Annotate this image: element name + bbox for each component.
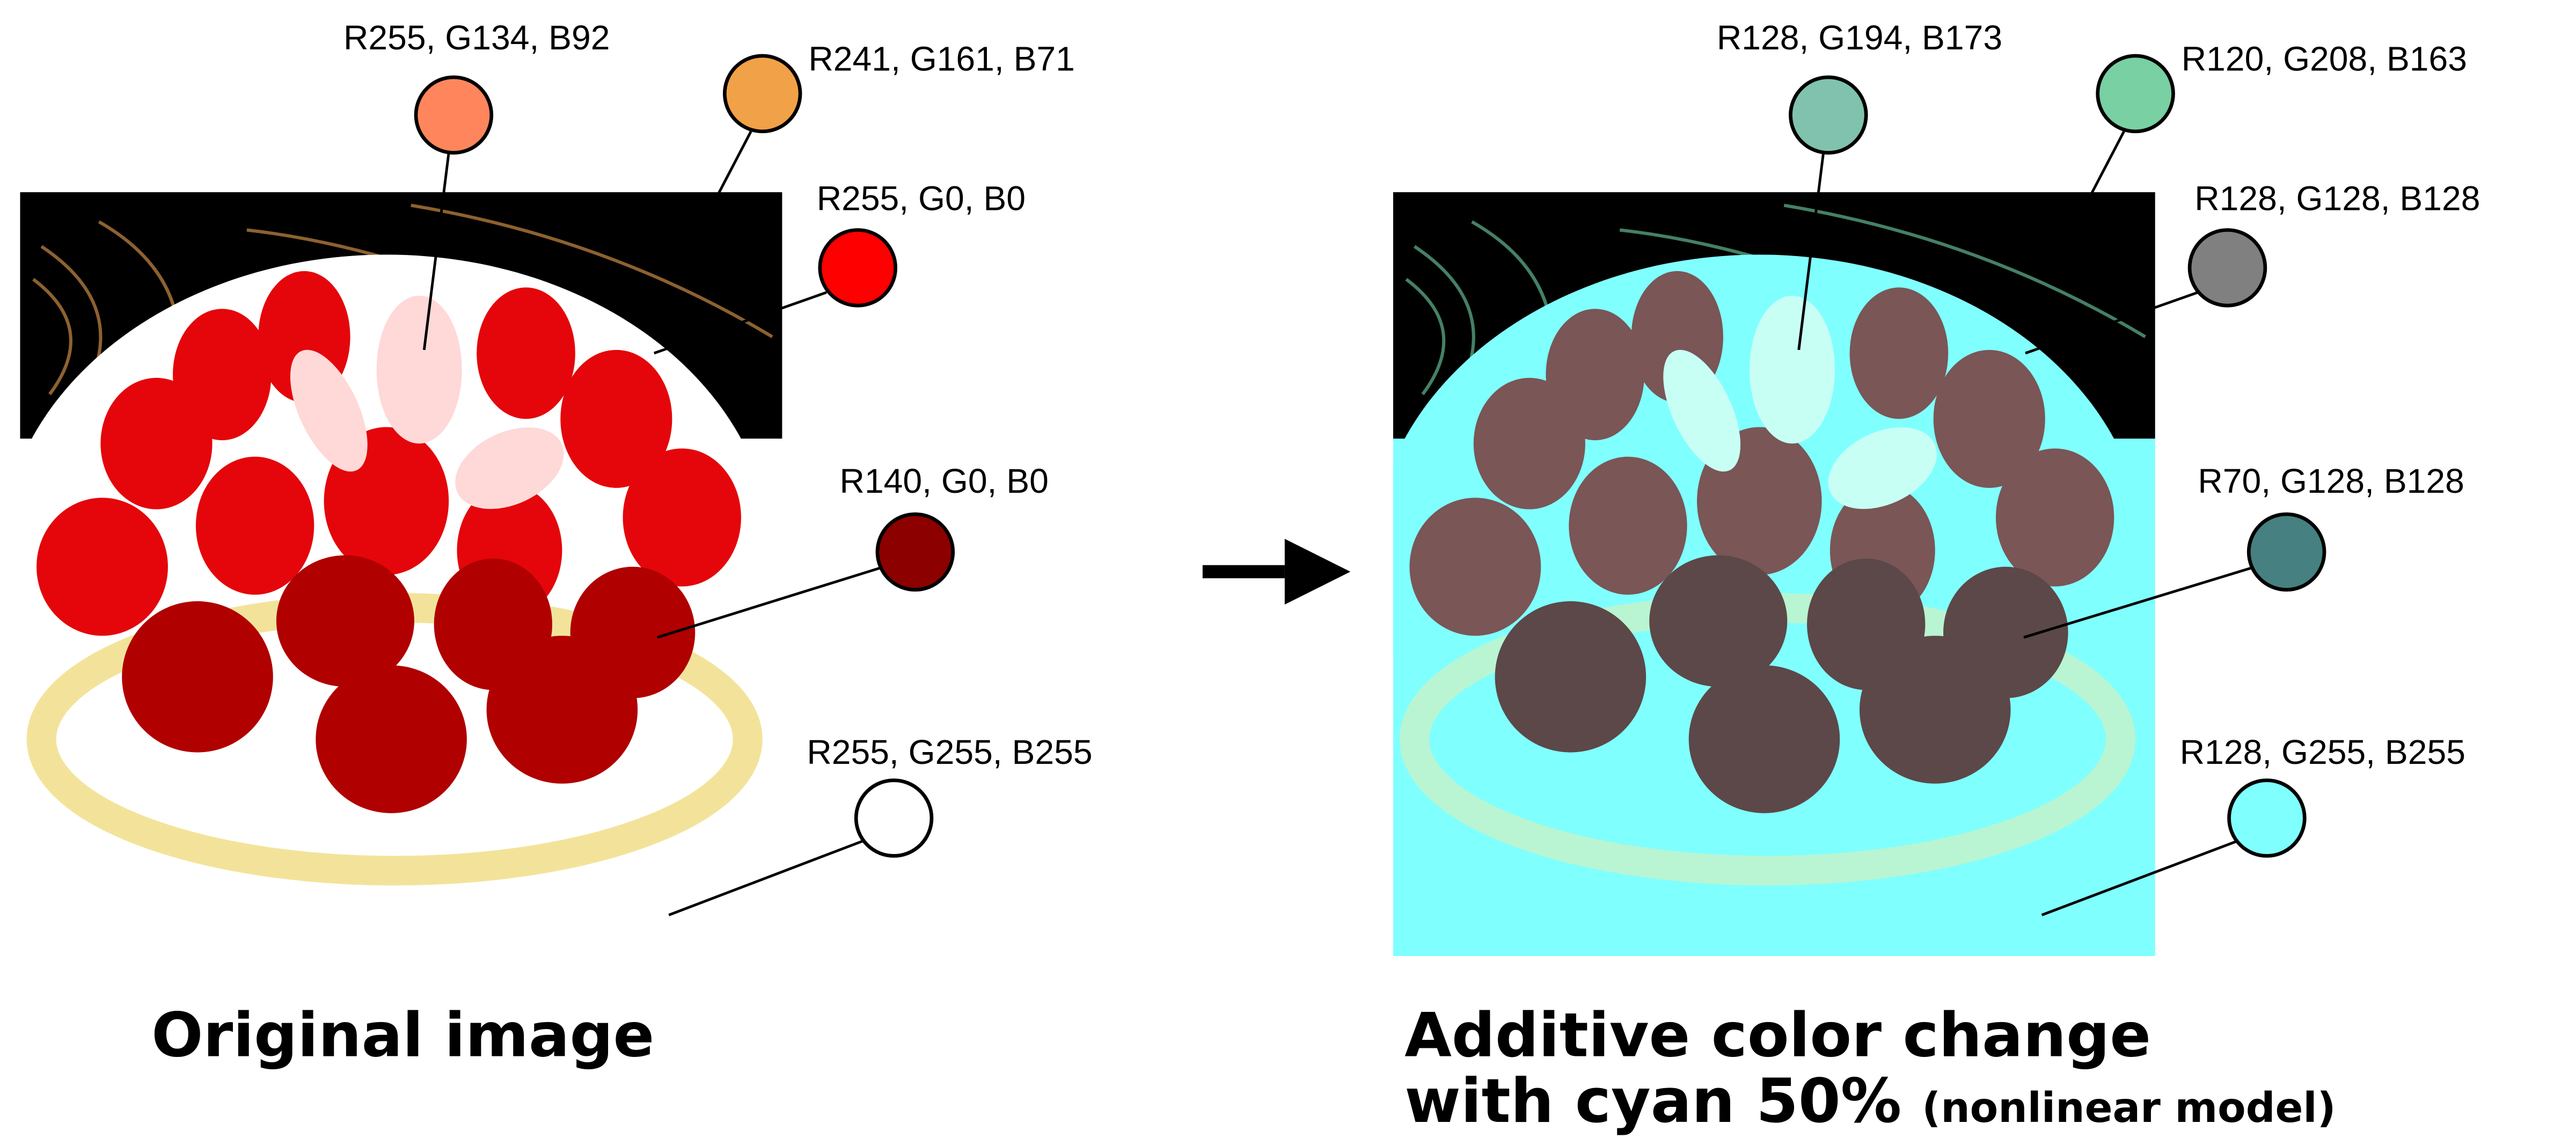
- leader-line: [1797, 152, 1825, 351]
- leader-line: [657, 565, 884, 639]
- leader-line: [668, 840, 863, 916]
- swatch-label: R128, G194, B173: [1717, 18, 2002, 57]
- original-photo: [1, 192, 782, 956]
- swatch-label: R120, G208, B163: [2182, 40, 2467, 78]
- color-swatch: [1789, 75, 1868, 155]
- color-swatch: [2096, 54, 2175, 134]
- original-caption: Original image: [151, 1000, 654, 1071]
- swatch-label: R128, G128, B128: [2194, 179, 2480, 218]
- color-swatch: [722, 54, 802, 134]
- result-photo: [1373, 192, 2155, 956]
- leader-line: [653, 291, 827, 355]
- color-swatch: [2227, 778, 2307, 858]
- leader-line: [2041, 840, 2238, 916]
- result-caption-main: with cyan 50%: [1404, 1066, 1901, 1136]
- swatch-label: R255, G134, B92: [343, 18, 610, 57]
- original-panel: R255, G134, B92 R241, G161, B71 R255, G0…: [1, 18, 1093, 1071]
- right-arrow-icon: [1202, 538, 1351, 605]
- swatch-label: R70, G128, B128: [2198, 462, 2464, 500]
- result-caption-note: (nonlinear model): [1922, 1084, 2336, 1132]
- color-swatch: [2246, 512, 2326, 592]
- color-swatch: [818, 228, 897, 308]
- swatch-label: R255, G255, B255: [807, 733, 1092, 771]
- color-swatch: [2187, 228, 2267, 308]
- result-caption-line1: Additive color change: [1404, 1000, 2151, 1071]
- swatch-label: R140, G0, B0: [840, 462, 1049, 500]
- leader-line: [672, 130, 752, 280]
- result-panel: R128, G194, B173 R120, G208, B163 R128, …: [1373, 18, 2480, 1136]
- swatch-label: R255, G0, B0: [817, 179, 1026, 218]
- swatch-label: R241, G161, B71: [808, 40, 1075, 78]
- leader-line: [2023, 565, 2256, 639]
- leader-line: [2045, 130, 2125, 280]
- leader-line: [422, 152, 450, 351]
- result-caption-line2: with cyan 50% (nonlinear model): [1404, 1066, 2336, 1136]
- swatch-label: R128, G255, B255: [2180, 733, 2465, 771]
- color-swatch: [854, 778, 934, 858]
- leader-line: [2025, 291, 2199, 355]
- color-swatch: [875, 512, 955, 592]
- color-swatch: [414, 75, 494, 155]
